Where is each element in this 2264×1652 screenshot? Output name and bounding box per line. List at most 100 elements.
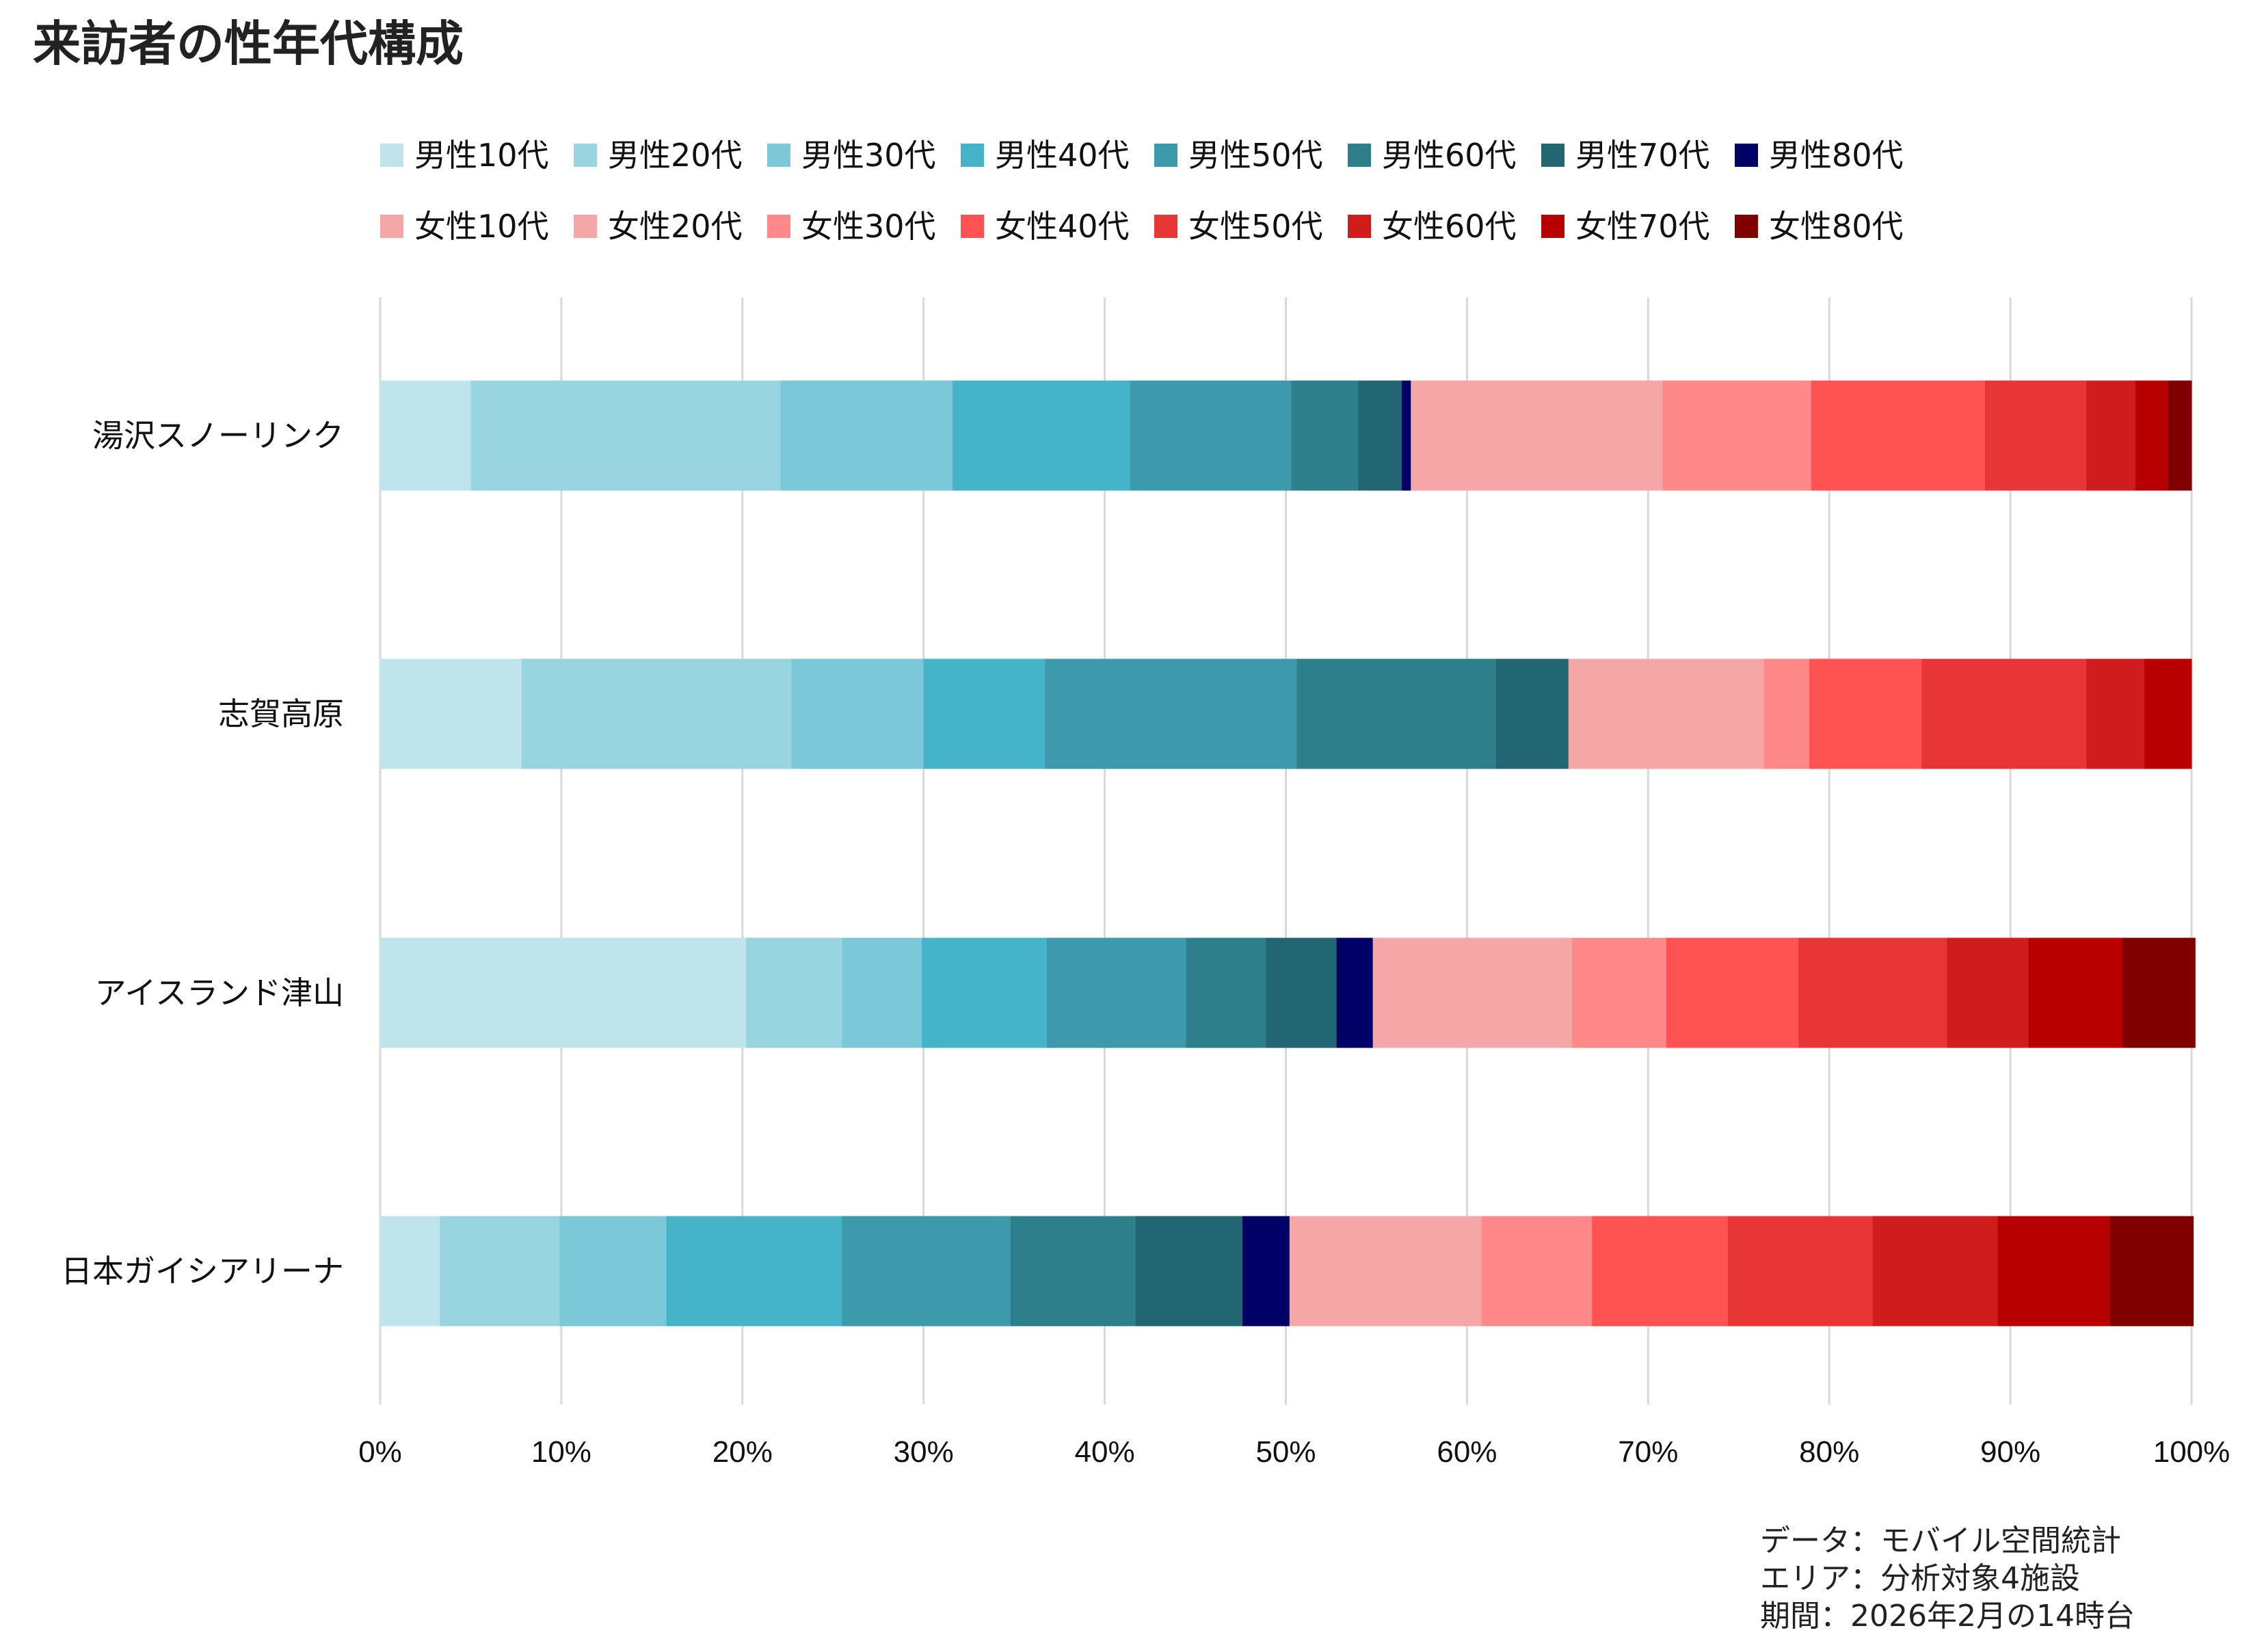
bar-segment xyxy=(2122,937,2196,1048)
bar-segment xyxy=(1372,937,1473,1048)
legend-item: 女性30代 xyxy=(767,208,936,245)
bar-segment xyxy=(1666,937,1799,1048)
x-tick-label: 50% xyxy=(1255,1435,1316,1469)
bar-group xyxy=(380,380,2192,491)
legend-label: 女性50代 xyxy=(1188,208,1323,245)
x-axis-ticks: 0% 10% 20% 30% 40% 50% 60% 70% 80% 90% 100% xyxy=(358,1435,2230,1469)
bar-segment xyxy=(1472,937,1573,1048)
legend-swatch xyxy=(1735,144,1758,167)
legend-swatch xyxy=(1348,215,1371,238)
legend-swatch xyxy=(767,215,790,238)
bar-segment xyxy=(380,658,522,769)
bar-segment xyxy=(2135,380,2169,491)
legend-label: 男性30代 xyxy=(801,137,936,174)
bar-segment xyxy=(521,658,792,769)
legend-label: 男性20代 xyxy=(608,137,743,174)
legend-label: 男性60代 xyxy=(1382,137,1517,174)
bar-segment xyxy=(380,380,471,491)
bar-segment xyxy=(1135,1216,1243,1327)
bar-segment xyxy=(1130,380,1292,491)
bar-group xyxy=(380,1216,2194,1327)
bar-segment xyxy=(842,1216,1011,1327)
bar-segment xyxy=(1385,1216,1482,1327)
bar-segment xyxy=(1010,1216,1136,1327)
bar-segment xyxy=(1572,937,1667,1048)
legend-swatch xyxy=(1735,215,1758,238)
bar-segment xyxy=(440,1216,560,1327)
legend: 男性10代 男性20代 男性30代 男性40代 男性50代 男性60代 男性70代 男性80代… xyxy=(380,137,1904,245)
legend-swatch xyxy=(961,144,984,167)
x-tick-label: 70% xyxy=(1618,1435,1678,1469)
legend-label: 女性80代 xyxy=(1769,208,1904,245)
legend-swatch xyxy=(1541,215,1564,238)
legend-item: 女性50代 xyxy=(1154,208,1323,245)
bar-segment xyxy=(380,937,747,1048)
bar-segment xyxy=(1947,937,2029,1048)
legend-label: 女性40代 xyxy=(995,208,1130,245)
bar-segment xyxy=(1763,658,1810,769)
bar-segment xyxy=(1411,380,1539,491)
bar-segment xyxy=(1045,658,1297,769)
legend-item: 女性10代 xyxy=(380,208,549,245)
bar-segment xyxy=(1997,1216,2111,1327)
bar-segment xyxy=(1798,937,1947,1048)
bar-segment xyxy=(780,380,953,491)
bar-segment xyxy=(1266,937,1337,1048)
legend-item: 女性60代 xyxy=(1348,208,1517,245)
bar-segment xyxy=(1358,380,1402,491)
bar-segment xyxy=(1046,937,1187,1048)
caption-data-source: データ：モバイル空間統計 xyxy=(1760,1523,2121,1558)
x-tick-label: 60% xyxy=(1437,1435,1497,1469)
bar-segment xyxy=(1811,380,1986,491)
bar-segment xyxy=(2109,1216,2194,1327)
legend-swatch xyxy=(380,215,403,238)
chart-title: 来訪者の性年代構成 xyxy=(33,16,464,72)
x-tick-label: 20% xyxy=(713,1435,773,1469)
bar-segment xyxy=(791,658,924,769)
bar-segment xyxy=(1296,658,1497,769)
bar-segment xyxy=(666,1216,842,1327)
legend-item: 男性30代 xyxy=(767,137,936,174)
legend-swatch xyxy=(1348,144,1371,167)
legend-swatch xyxy=(574,215,597,238)
bar-segment xyxy=(1336,937,1374,1048)
legend-item: 男性70代 xyxy=(1541,137,1710,174)
bar-segment xyxy=(1495,658,1569,769)
bar-segment xyxy=(1985,380,2087,491)
bar-segment xyxy=(1289,1216,1386,1327)
bar-segment xyxy=(1872,1216,1999,1327)
bar-segment xyxy=(380,1216,440,1327)
x-tick-label: 0% xyxy=(358,1435,402,1469)
x-tick-label: 10% xyxy=(531,1435,591,1469)
bar-segment xyxy=(953,380,1131,491)
x-tick-label: 80% xyxy=(1799,1435,1859,1469)
bars xyxy=(380,380,2196,1327)
bar-segment xyxy=(923,658,1046,769)
legend-label: 女性20代 xyxy=(608,208,743,245)
bar-segment xyxy=(1592,1216,1729,1327)
bar-segment xyxy=(1537,380,1663,491)
y-category-label: 志賀高原 xyxy=(218,695,344,732)
bar-segment xyxy=(1666,658,1765,769)
legend-swatch xyxy=(574,144,597,167)
bar-segment xyxy=(922,937,1048,1048)
bar-segment xyxy=(2028,937,2123,1048)
legend-item: 男性10代 xyxy=(380,137,549,174)
y-category-label: 日本ガイシアリーナ xyxy=(61,1253,344,1290)
x-tick-label: 40% xyxy=(1075,1435,1135,1469)
x-tick-label: 100% xyxy=(2153,1435,2230,1469)
bar-segment xyxy=(470,380,781,491)
legend-label: 男性40代 xyxy=(995,137,1130,174)
x-tick-label: 30% xyxy=(894,1435,954,1469)
bar-segment xyxy=(1402,380,1411,491)
bar-group xyxy=(380,658,2192,769)
legend-label: 女性10代 xyxy=(414,208,549,245)
legend-swatch xyxy=(1541,144,1564,167)
legend-item: 女性20代 xyxy=(574,208,743,245)
bar-segment xyxy=(2086,658,2145,769)
legend-swatch xyxy=(1154,215,1177,238)
legend-item: 男性40代 xyxy=(961,137,1130,174)
bar-segment xyxy=(1727,1216,1874,1327)
legend-label: 男性80代 xyxy=(1769,137,1904,174)
